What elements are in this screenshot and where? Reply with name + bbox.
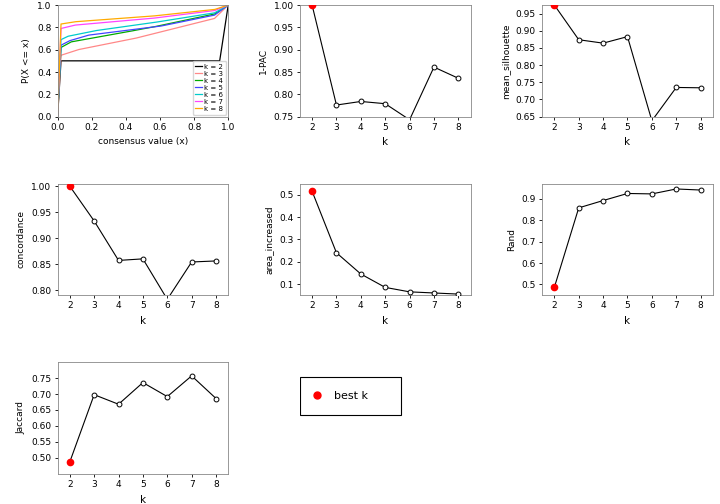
k = 8 [220, 4, 228, 10]
k = 8 [145, 13, 154, 19]
X-axis label: k: k [624, 138, 631, 148]
k = 4 [145, 25, 154, 31]
k = 6 [53, 113, 62, 119]
k = 6 [155, 19, 163, 25]
k = 2 [53, 113, 62, 119]
k = 2 [155, 58, 163, 64]
k = 5 [193, 16, 202, 22]
k = 8 [135, 14, 143, 20]
k = 6 [193, 13, 202, 19]
k = 7 [135, 17, 144, 23]
k = 2 [224, 2, 233, 8]
Line: k = 3: k = 3 [58, 5, 228, 116]
k = 6 [135, 22, 144, 28]
Line: k = 6: k = 6 [58, 5, 228, 116]
k = 5 [145, 25, 154, 31]
Line: k = 7: k = 7 [58, 5, 228, 116]
k = 3 [145, 32, 154, 38]
k = 8 [53, 113, 62, 119]
k = 7 [135, 17, 143, 23]
k = 3 [135, 34, 144, 40]
k = 8 [224, 2, 233, 8]
k = 6 [224, 2, 233, 8]
k = 6 [135, 22, 143, 28]
Line: k = 4: k = 4 [58, 5, 228, 116]
Y-axis label: concordance: concordance [17, 210, 26, 269]
Legend: k = 2, k = 3, k = 4, k = 5, k = 6, k = 7, k = 8: k = 2, k = 3, k = 4, k = 5, k = 6, k = 7… [192, 61, 226, 114]
k = 7 [53, 113, 62, 119]
Line: k = 5: k = 5 [58, 5, 228, 116]
k = 4 [220, 5, 228, 11]
k = 2 [135, 58, 144, 64]
k = 3 [135, 34, 143, 40]
k = 4 [135, 27, 143, 33]
k = 3 [155, 29, 163, 35]
k = 7 [145, 16, 154, 22]
k = 3 [220, 6, 228, 12]
X-axis label: consensus value (x): consensus value (x) [98, 138, 188, 147]
X-axis label: k: k [140, 316, 146, 326]
Y-axis label: Jaccard: Jaccard [17, 402, 26, 434]
k = 2 [193, 58, 202, 64]
X-axis label: k: k [140, 494, 146, 504]
Y-axis label: Rand: Rand [507, 228, 516, 251]
k = 2 [135, 58, 143, 64]
k = 8 [135, 14, 144, 20]
k = 5 [155, 23, 163, 29]
k = 3 [53, 113, 62, 119]
FancyBboxPatch shape [300, 376, 400, 415]
Y-axis label: P(X <= x): P(X <= x) [22, 38, 32, 83]
k = 4 [155, 23, 163, 29]
k = 6 [220, 5, 228, 11]
Y-axis label: mean_silhouette: mean_silhouette [501, 23, 510, 99]
k = 5 [224, 2, 233, 8]
k = 6 [145, 20, 154, 26]
Line: k = 2: k = 2 [58, 5, 228, 116]
Y-axis label: area_increased: area_increased [265, 205, 274, 274]
k = 7 [193, 10, 202, 16]
k = 4 [53, 113, 62, 119]
k = 7 [224, 2, 233, 8]
k = 4 [224, 2, 233, 8]
k = 5 [135, 26, 143, 32]
k = 5 [135, 26, 144, 32]
k = 7 [155, 15, 163, 21]
k = 2 [145, 58, 154, 64]
k = 5 [220, 5, 228, 11]
k = 2 [220, 29, 228, 35]
k = 8 [193, 8, 202, 14]
k = 3 [224, 2, 233, 8]
k = 3 [193, 20, 202, 26]
X-axis label: k: k [382, 316, 388, 326]
X-axis label: k: k [382, 138, 388, 148]
k = 4 [135, 27, 144, 33]
X-axis label: k: k [624, 316, 631, 326]
Text: best k: best k [334, 391, 368, 401]
k = 8 [155, 13, 163, 19]
k = 7 [220, 4, 228, 10]
k = 5 [53, 113, 62, 119]
k = 4 [193, 15, 202, 21]
Line: k = 8: k = 8 [58, 5, 228, 116]
Y-axis label: 1-PAC: 1-PAC [259, 48, 268, 74]
